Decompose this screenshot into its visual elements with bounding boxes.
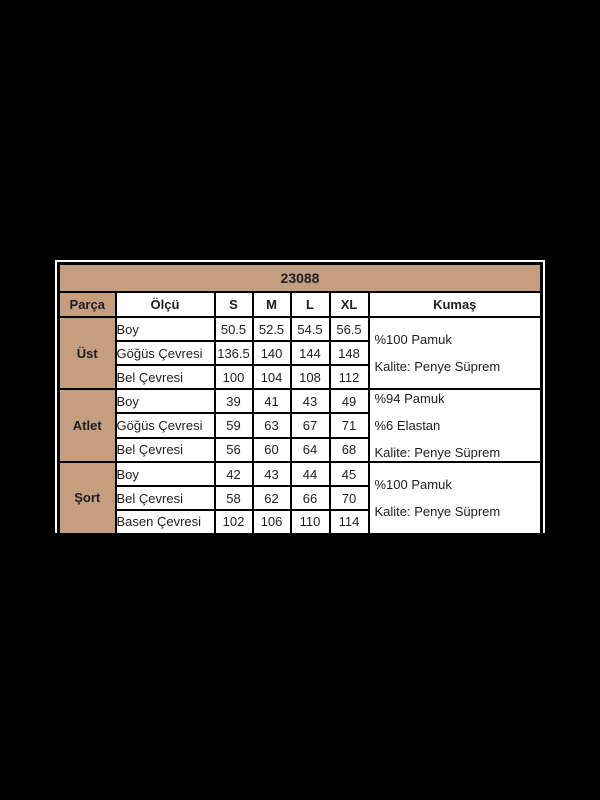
fabric-line: Kalite: Penye Süprem xyxy=(374,445,501,460)
size-value-s: 39 xyxy=(213,387,254,415)
size-value-m: 62 xyxy=(251,485,292,511)
fabric-info-sort: %100 Pamuk Kalite: Penye Süprem xyxy=(367,461,543,535)
size-value-m: 106 xyxy=(251,509,292,535)
size-value-l: 44 xyxy=(289,461,331,487)
size-value-m: 104 xyxy=(251,364,292,390)
measure-label: Bel Çevresi xyxy=(114,364,216,390)
col-header-parca: Parça xyxy=(57,291,117,318)
table-row: Bel Çevresi 58 62 66 70 xyxy=(59,485,542,511)
size-value-s: 100 xyxy=(213,364,254,390)
table-row: Bel Çevresi 100 104 108 112 xyxy=(59,364,542,390)
size-chart-table: 23088 Parça Ölçü S M L XL Kumaş Üst Boy … xyxy=(57,262,543,536)
group-name-ust: Üst xyxy=(57,316,117,390)
size-value-l: 64 xyxy=(289,436,331,464)
col-header-m: M xyxy=(251,291,292,318)
table-row: Atlet Boy 39 41 43 49 %94 Pamuk %6 Elast… xyxy=(57,387,543,463)
size-value-xl: 45 xyxy=(328,461,370,487)
size-value-xl: 71 xyxy=(328,412,370,439)
measure-label: Göğüs Çevresi xyxy=(114,412,216,439)
fabric-line: %100 Pamuk xyxy=(374,476,452,492)
size-value-m: 41 xyxy=(251,387,292,415)
size-value-s: 136.5 xyxy=(213,340,254,366)
size-value-xl: 49 xyxy=(328,387,370,415)
col-header-xl: XL xyxy=(328,291,370,318)
table-row: Şort Boy 42 43 44 45 %100 Pamuk Kalite: … xyxy=(57,461,543,535)
size-value-xl: 112 xyxy=(328,364,370,390)
size-value-l: 43 xyxy=(289,387,331,415)
measure-label: Göğüs Çevresi xyxy=(114,340,216,366)
fabric-info-ust: %100 Pamuk Kalite: Penye Süprem xyxy=(367,316,543,390)
measure-label: Boy xyxy=(114,387,216,415)
measure-label: Boy xyxy=(114,461,216,487)
fabric-line: Kalite: Penye Süprem xyxy=(374,359,501,374)
fabric-line: %6 Elastan xyxy=(374,418,441,433)
size-value-l: 66 xyxy=(289,485,331,511)
measure-label: Bel Çevresi xyxy=(114,485,216,511)
size-value-m: 140 xyxy=(251,340,292,366)
size-value-m: 63 xyxy=(251,412,292,439)
fabric-line: %100 Pamuk xyxy=(374,332,452,347)
product-code: 23088 xyxy=(57,262,543,293)
fabric-info-atlet: %94 Pamuk %6 Elastan Kalite: Penye Süpre… xyxy=(367,388,543,463)
size-value-xl: 70 xyxy=(328,485,370,511)
table-row: Göğüs Çevresi 59 63 67 71 xyxy=(59,412,542,439)
measure-label: Boy xyxy=(114,316,216,342)
size-value-m: 60 xyxy=(251,436,292,464)
size-value-xl: 114 xyxy=(328,509,370,535)
size-value-s: 56 xyxy=(213,436,254,464)
measure-label: Bel Çevresi xyxy=(114,436,216,464)
size-value-s: 102 xyxy=(213,509,254,535)
size-value-l: 108 xyxy=(289,364,331,390)
size-value-l: 144 xyxy=(289,340,331,366)
size-value-m: 43 xyxy=(251,461,292,487)
size-value-s: 59 xyxy=(213,412,254,439)
header-row: Parça Ölçü S M L XL Kumaş xyxy=(57,291,543,318)
col-header-olcu: Ölçü xyxy=(114,291,216,318)
fabric-line: Kalite: Penye Süprem xyxy=(374,503,501,519)
table-row: Göğüs Çevresi 136.5 140 144 148 xyxy=(59,340,542,366)
size-value-l: 67 xyxy=(289,412,331,439)
size-value-xl: 56.5 xyxy=(328,316,370,342)
measure-label: Basen Çevresi xyxy=(114,509,216,535)
title-row: 23088 xyxy=(57,262,543,293)
table-row: Bel Çevresi 56 60 64 68 xyxy=(59,436,542,464)
size-chart-frame: 23088 Parça Ölçü S M L XL Kumaş Üst Boy … xyxy=(55,260,545,536)
table-row: Üst Boy 50.5 52.5 54.5 56.5 %100 Pamuk K… xyxy=(57,316,543,390)
col-header-kumas: Kumaş xyxy=(367,291,543,318)
size-value-l: 110 xyxy=(289,509,331,535)
size-value-xl: 148 xyxy=(328,340,370,366)
fabric-line: %94 Pamuk xyxy=(374,391,445,406)
group-name-sort: Şort xyxy=(57,461,117,535)
size-value-xl: 68 xyxy=(328,436,370,464)
col-header-s: S xyxy=(213,291,254,318)
size-value-m: 52.5 xyxy=(251,316,292,342)
size-value-s: 58 xyxy=(213,485,254,511)
col-header-l: L xyxy=(289,291,331,318)
group-name-atlet: Atlet xyxy=(57,388,117,463)
size-value-l: 54.5 xyxy=(289,316,331,342)
size-value-s: 42 xyxy=(213,461,254,487)
table-row: Basen Çevresi 102 106 110 114 xyxy=(59,509,542,535)
size-value-s: 50.5 xyxy=(213,316,254,342)
